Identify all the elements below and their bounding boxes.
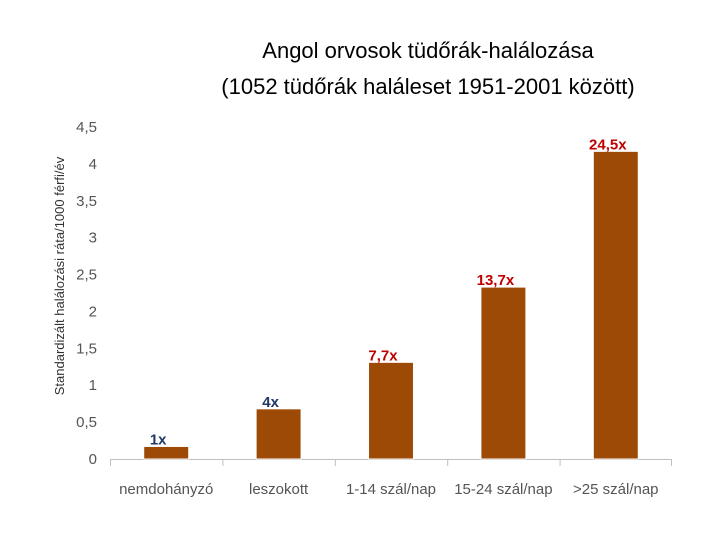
axes: 0 0,5 1 1,5 2 2,5 3 3,5 4 4,5 nemdohányzó leszokott… [76,119,672,498]
y-tick-label: 4 [89,156,97,173]
x-category-label: 1-14 szál/nap [346,481,436,498]
y-tick-label: 2 [89,303,97,320]
y-tick-label: 1 [89,377,97,394]
x-category-label: leszokott [249,481,309,498]
x-category-label: >25 szál/nap [573,481,658,498]
x-category-label: nemdohányzó [119,481,213,498]
data-label: 24,5x [589,136,627,153]
chart-title: Angol orvosok tüdőrák-halálozása [262,38,594,63]
data-label: 7,7x [368,347,398,364]
x-category-label: 15-24 szál/nap [454,481,552,498]
bars-group: 1x 4x 7,7x 13,7x 24,5x [143,136,639,460]
bar [592,150,639,460]
y-tick-label: 0 [89,451,97,468]
y-tick-label: 2,5 [76,267,97,284]
y-axis-label: Standardizált halálozási ráta/1000 férfi… [52,156,67,395]
bar [255,408,302,460]
y-tick-label: 4,5 [76,119,97,136]
y-tick-label: 0,5 [76,414,97,431]
data-label: 4x [262,394,279,411]
bar [143,445,190,460]
data-label: 13,7x [477,272,515,289]
y-tick-label: 3 [89,230,97,247]
y-tick-label: 1,5 [76,340,97,357]
y-tick-label: 3,5 [76,193,97,210]
bar [368,361,414,460]
chart-subtitle: (1052 tüdőrák haláleset 1951-2001 között… [221,74,634,99]
data-label: 1x [150,431,167,448]
bar [480,286,527,460]
